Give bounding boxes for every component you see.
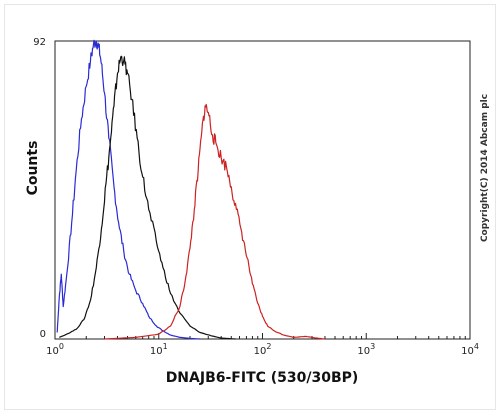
x-tick-label: 102 xyxy=(254,342,272,357)
series-line-3 xyxy=(104,103,326,340)
x-tick-label: 104 xyxy=(461,342,479,357)
y-axis-title: Counts xyxy=(25,141,41,196)
x-tick-label: 101 xyxy=(150,342,168,357)
chart-frame xyxy=(4,4,496,410)
x-tick-label: 103 xyxy=(357,342,375,357)
series-line-2 xyxy=(59,55,236,340)
x-tick-label: 100 xyxy=(46,342,64,357)
y-tick-label: 92 xyxy=(33,37,46,48)
x-axis-title: DNAJB6-FITC (530/30BP) xyxy=(166,370,359,386)
y-tick-label: 0 xyxy=(40,329,46,340)
x-axis-ticks: 100 101 102 103 104 xyxy=(46,333,479,357)
series-group xyxy=(56,39,326,340)
plot-area xyxy=(54,40,471,340)
series-line-1 xyxy=(56,39,201,340)
copyright-annotation: Copyright(C) 2014 Abcam plc xyxy=(480,94,490,242)
y-axis-ticks: 0 92 xyxy=(33,37,46,340)
